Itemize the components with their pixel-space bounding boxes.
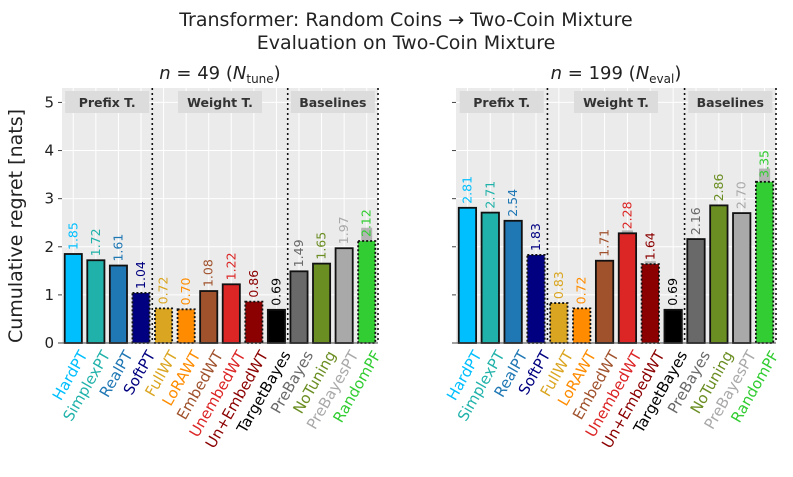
value-label: 3.35: [757, 150, 772, 178]
group-label: Prefix T.: [473, 95, 530, 110]
bar-SimplexPT: [86, 259, 106, 344]
bar-NoTuning: [312, 262, 332, 344]
value-label: 0.72: [156, 277, 171, 305]
bar-FullWT: [154, 307, 174, 344]
panel-tune: 0 1 2 3 4 5 Prefix T. Weight T. Baselines n = 49 …: [44, 63, 384, 451]
group-label: Weight T.: [187, 95, 253, 110]
bar-RealPT: [108, 264, 128, 344]
y-tick-label: 0: [44, 334, 54, 352]
group-label-box: [290, 91, 375, 113]
bar-PreBayes: [289, 270, 309, 344]
group-label-box: [65, 91, 150, 113]
bar-HardPT: [63, 253, 83, 344]
y-tick-label: 5: [44, 93, 54, 111]
value-label: 2.12: [359, 209, 374, 237]
value-label: 1.71: [597, 229, 612, 257]
value-label: 0.70: [178, 277, 193, 305]
value-label: 1.49: [291, 239, 306, 267]
value-label: 1.72: [88, 228, 103, 256]
group-label-box: [459, 91, 544, 113]
value-label: 2.28: [619, 201, 634, 229]
bar-RandomPF: [754, 180, 775, 344]
group-label: Prefix T.: [79, 95, 136, 110]
bar-PreBayes: [686, 238, 706, 344]
bar-UnembedWT: [617, 232, 638, 344]
group-label-box: [178, 91, 262, 113]
bar-Un+EmbedWT: [640, 263, 660, 344]
bar-RandomPF: [357, 240, 377, 344]
value-label: 1.61: [110, 234, 125, 262]
group-label: Baselines: [299, 95, 366, 110]
value-label: 0.69: [268, 278, 283, 306]
y-tick-label: 1: [44, 286, 54, 304]
value-label: 2.16: [688, 207, 703, 235]
panel-eval: Prefix T. Weight T. Baselines n = 199 (Neva…: [443, 63, 783, 451]
value-label: 1.65: [314, 232, 329, 260]
bar-SoftPT: [131, 292, 151, 344]
value-label: 2.81: [459, 176, 474, 204]
value-label: 1.64: [642, 232, 657, 260]
value-label: 1.83: [528, 223, 543, 251]
group-label-box: [688, 91, 773, 113]
bar-Un+EmbedWT: [244, 300, 264, 344]
bar-PreBayesPT: [732, 212, 752, 344]
value-label: 2.54: [505, 189, 520, 217]
value-label: 0.69: [665, 278, 680, 306]
group-label: Baselines: [697, 95, 764, 110]
value-label: 2.70: [734, 181, 749, 209]
subplot-title: n = 199 (Neval): [551, 63, 682, 86]
value-label: 1.08: [201, 259, 216, 287]
bar-LoRAWT: [176, 308, 196, 344]
bar-SoftPT: [526, 254, 546, 344]
value-label: 0.83: [551, 271, 566, 299]
group-label-box: [574, 91, 658, 113]
bar-FullWT: [549, 302, 569, 344]
bar-EmbedWT: [199, 290, 219, 344]
bar-NoTuning: [709, 204, 729, 344]
figure-title-line2: Evaluation on Two-Coin Mixture: [257, 32, 556, 54]
bar-TargetBayes: [266, 308, 286, 344]
bar-TargetBayes: [663, 308, 683, 344]
value-label: 1.97: [336, 216, 351, 244]
value-label: 1.04: [133, 261, 148, 289]
bar-RealPT: [503, 219, 523, 344]
y-tick-label: 4: [44, 142, 54, 160]
y-tick-label: 3: [44, 190, 54, 208]
bar-PreBayesPT: [334, 247, 354, 344]
y-axis-label: Cumulative regret [nats]: [5, 109, 27, 343]
value-label: 0.72: [574, 277, 589, 305]
bar-UnembedWT: [221, 283, 241, 344]
bar-EmbedWT: [594, 259, 615, 344]
bar-HardPT: [457, 206, 478, 344]
value-label: 0.86: [246, 270, 261, 298]
y-tick-label: 2: [44, 238, 54, 256]
figure-title-line1: Transformer: Random Coins → Two-Coin Mix…: [178, 9, 633, 31]
value-label: 2.71: [482, 181, 497, 209]
value-label: 2.86: [711, 174, 726, 202]
group-label: Weight T.: [583, 95, 649, 110]
bar-LoRAWT: [572, 307, 592, 344]
bar-SimplexPT: [480, 211, 500, 344]
value-label: 1.22: [223, 252, 238, 280]
subplot-title: n = 49 (Ntune): [159, 63, 280, 86]
value-label: 1.85: [65, 222, 80, 250]
